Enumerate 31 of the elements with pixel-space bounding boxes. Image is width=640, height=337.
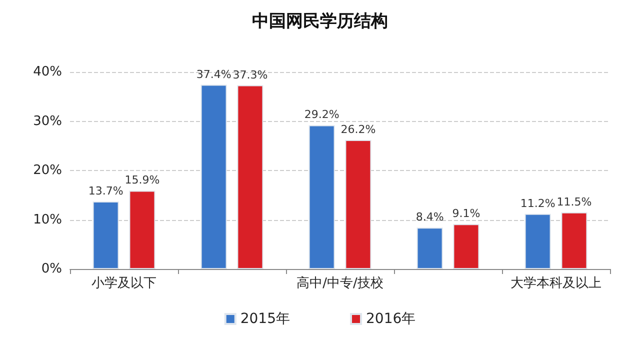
- data-label: 37.3%: [232, 68, 268, 82]
- data-label: 8.4%: [416, 210, 444, 224]
- bar: [524, 214, 551, 269]
- chart-title: 中国网民学历结构: [252, 12, 388, 32]
- bar: [308, 125, 335, 269]
- y-tick-label: 30%: [33, 114, 62, 129]
- data-label: 29.2%: [304, 108, 340, 122]
- y-tick-label: 40%: [33, 64, 62, 80]
- data-label: 11.5%: [556, 195, 592, 208]
- bar: [237, 85, 264, 269]
- x-tick-label: 大学本科及以上: [510, 276, 602, 291]
- data-label: 26.2%: [340, 122, 376, 136]
- data-label: 15.9%: [124, 174, 160, 187]
- data-label: 9.1%: [452, 207, 480, 220]
- bar: [92, 202, 119, 269]
- x-tick-label: 高中/中专/技校: [296, 275, 384, 291]
- x-tick-label: 小学及以下: [92, 276, 156, 291]
- bar: [416, 228, 443, 269]
- y-tick-label: 20%: [33, 163, 62, 178]
- data-label: 37.4%: [196, 68, 232, 81]
- y-tick-label: 0%: [41, 262, 62, 276]
- y-tick-label: 10%: [33, 212, 62, 228]
- data-label: 11.2%: [520, 196, 556, 210]
- data-label: 13.7%: [88, 184, 124, 198]
- bar: [561, 212, 588, 269]
- bar: [200, 84, 227, 269]
- bar: [345, 140, 372, 269]
- legend-label: 2015年: [240, 311, 290, 327]
- legend-label: 2016年: [366, 311, 416, 327]
- bar: [129, 190, 156, 269]
- bar: [453, 224, 480, 269]
